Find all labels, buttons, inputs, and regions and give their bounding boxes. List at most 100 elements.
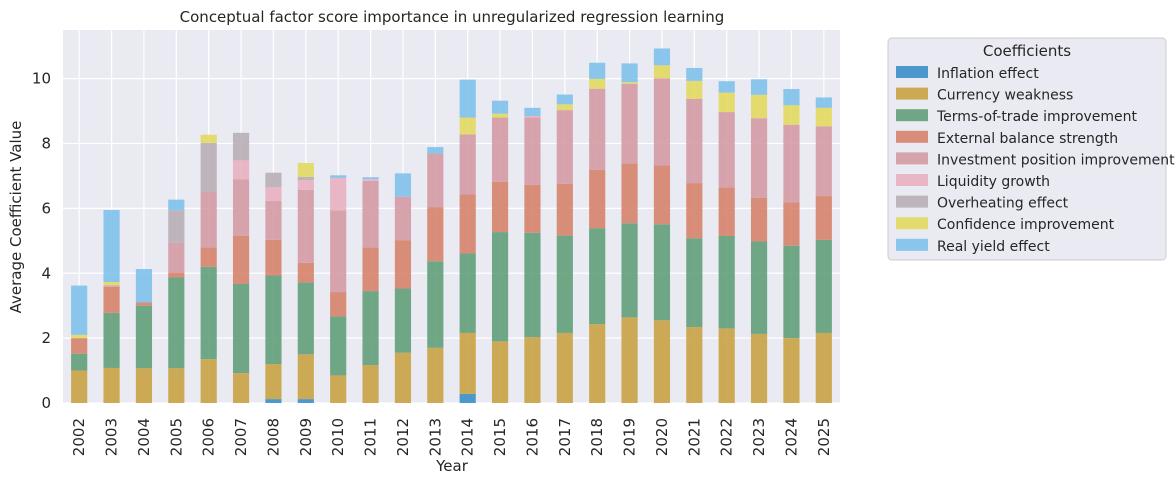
bar-segment: [394, 196, 412, 241]
bar-segment: [459, 194, 476, 254]
bar-segment: [362, 180, 379, 248]
bar-segment: [265, 364, 282, 400]
bar-segment: [200, 134, 217, 143]
bar-segment: [815, 97, 832, 108]
legend-swatch: [896, 238, 928, 251]
bar-segment: [362, 291, 379, 366]
bar-segment: [232, 373, 250, 403]
legend-label: Confidence improvement: [937, 217, 1115, 233]
bar-segment: [750, 94, 768, 119]
bar-segment: [621, 163, 638, 224]
bar-segment: [297, 176, 314, 181]
bar-segment: [232, 283, 250, 374]
bar-segment: [524, 117, 541, 185]
bar-segment: [71, 285, 88, 335]
bar-segment: [783, 338, 800, 403]
bar-segment: [621, 63, 638, 83]
bar-segment: [265, 275, 282, 365]
legend-swatch: [896, 195, 928, 208]
bar-segment: [71, 370, 88, 403]
bar-segment: [232, 179, 250, 236]
bar-segment: [718, 235, 735, 329]
bar-segment: [330, 177, 347, 211]
bar-segment: [653, 224, 671, 321]
bar-segment: [135, 302, 153, 306]
x-tick-label: 2006: [200, 418, 218, 456]
x-tick-label: 2005: [167, 418, 185, 456]
bar-segment: [362, 177, 379, 180]
bar-segment: [589, 78, 606, 89]
bar-segment: [556, 94, 573, 105]
bar-segment: [135, 269, 153, 303]
chart-title: Conceptual factor score importance in un…: [180, 8, 725, 26]
bar-segment: [459, 79, 476, 118]
bar-segment: [71, 353, 88, 371]
x-tick-label: 2019: [621, 418, 639, 456]
bar-segment: [103, 285, 120, 287]
bar-segment: [135, 305, 153, 369]
bar-segment: [718, 92, 735, 113]
bar-segment: [168, 272, 185, 278]
bar-segment: [330, 210, 347, 293]
bar-segment: [815, 126, 832, 197]
bar-segment: [297, 354, 314, 400]
y-tick-label: 2: [41, 329, 51, 347]
bar-segment: [491, 113, 509, 118]
bar-segment: [103, 210, 120, 283]
bar-segment: [686, 67, 703, 81]
bar-segment: [524, 337, 541, 403]
bar-segment: [330, 316, 347, 376]
bar-segment: [330, 375, 347, 403]
bar-segment: [491, 117, 509, 182]
bar-segment: [232, 160, 250, 180]
y-tick-label: 4: [41, 264, 51, 282]
legend-swatch: [896, 174, 928, 186]
x-tick-label: 2018: [588, 418, 606, 456]
bar-segment: [459, 117, 476, 135]
x-tick-label: 2017: [556, 418, 574, 456]
legend-label: Inflation effect: [937, 66, 1039, 82]
bar-segment: [491, 341, 509, 403]
bar-segment: [589, 324, 606, 403]
bar-segment: [815, 332, 832, 403]
x-tick-label: 2024: [782, 418, 800, 456]
bar-segment: [783, 89, 800, 106]
bar-segment: [330, 292, 347, 317]
bar-segment: [103, 282, 120, 286]
bar-segment: [103, 312, 120, 368]
x-tick-label: 2007: [232, 418, 250, 456]
bar-segment: [524, 184, 541, 233]
bar-segment: [168, 210, 185, 243]
legend-swatch: [896, 87, 928, 100]
x-tick-label: 2020: [653, 418, 671, 456]
bar-segment: [459, 393, 476, 403]
x-tick-label: 2016: [523, 418, 541, 456]
bar-segment: [297, 399, 314, 403]
legend-frame: [887, 37, 1167, 261]
bar-segment: [394, 352, 412, 403]
bar-segment: [524, 232, 541, 338]
plot-area: [63, 30, 840, 403]
bar-segment: [459, 253, 476, 333]
bar-segment: [135, 368, 153, 403]
bar-segment: [783, 202, 800, 246]
bar-segment: [556, 183, 573, 236]
y-tick-label: 8: [41, 135, 51, 153]
x-tick-label: 2014: [459, 418, 477, 456]
x-tick-label: 2008: [264, 418, 282, 456]
x-tick-label: 2012: [394, 418, 412, 456]
bar-segment: [491, 232, 509, 342]
bar-segment: [71, 338, 88, 354]
legend-label: External balance strength: [937, 131, 1118, 147]
bar-segment: [653, 320, 671, 403]
bar-segment: [297, 162, 314, 177]
y-tick-label: 6: [41, 199, 51, 217]
bar-segment: [686, 327, 703, 403]
bar-segment: [653, 165, 671, 225]
bar-segment: [589, 228, 606, 325]
bar-segment: [718, 328, 735, 403]
bar-segment: [718, 187, 735, 236]
bar-segment: [718, 112, 735, 188]
bar-segment: [621, 223, 638, 318]
